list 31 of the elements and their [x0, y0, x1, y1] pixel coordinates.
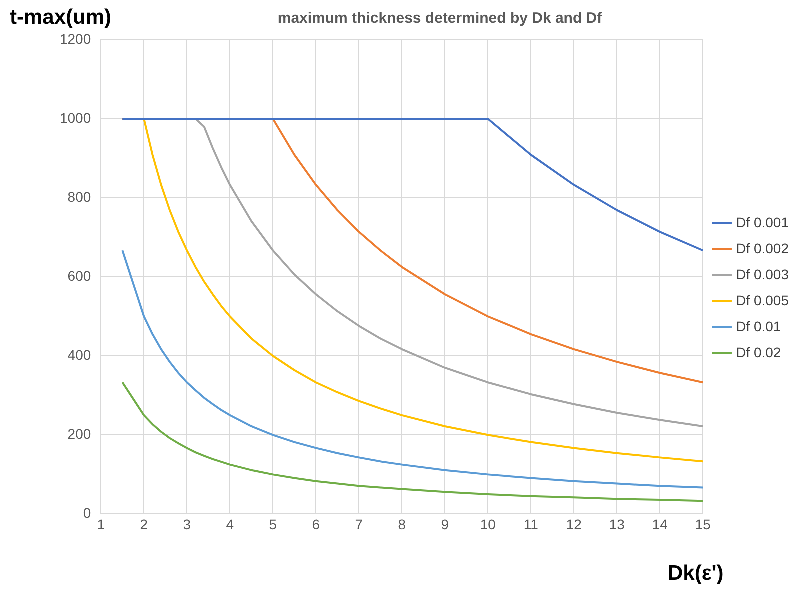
x-tick-label: 7	[355, 516, 364, 532]
x-tick-label: 12	[566, 516, 582, 532]
y-tick-label: 1200	[60, 30, 92, 47]
x-tick-label: 4	[226, 516, 234, 532]
legend-label: Df 0.02	[736, 344, 782, 360]
x-tick-label: 14	[652, 516, 668, 532]
x-tick-label: 6	[312, 516, 320, 532]
x-tick-label: 15	[695, 516, 712, 532]
x-tick-label: 10	[480, 516, 496, 532]
x-tick-label: 1	[97, 516, 106, 532]
y-tick-label: 1000	[60, 110, 92, 126]
x-tick-label: 9	[441, 516, 450, 532]
x-tick-label: 2	[140, 516, 148, 532]
y-tick-label: 200	[68, 426, 92, 442]
chart-title: maximum thickness determined by Dk and Df	[276, 10, 604, 27]
x-tick-label: 13	[609, 516, 626, 532]
x-tick-label: 11	[524, 516, 539, 532]
y-tick-label: 0	[83, 505, 92, 522]
y-axis-title: t-max(um)	[10, 6, 112, 30]
y-tick-label: 400	[68, 346, 92, 363]
x-axis-title: Dk(ε')	[668, 562, 724, 586]
y-tick-label: 800	[68, 188, 92, 205]
x-tick-label: 3	[183, 516, 192, 532]
x-tick-label: 5	[269, 516, 278, 532]
legend-label: Df 0.003	[736, 266, 790, 282]
x-tick-label: 8	[398, 516, 406, 532]
legend-label: Df 0.001	[736, 214, 790, 230]
legend-label: Df 0.002	[736, 240, 790, 256]
legend-label: Df 0.01	[736, 318, 782, 334]
legend-label: Df 0.005	[736, 292, 790, 308]
y-tick-label: 600	[68, 268, 92, 284]
